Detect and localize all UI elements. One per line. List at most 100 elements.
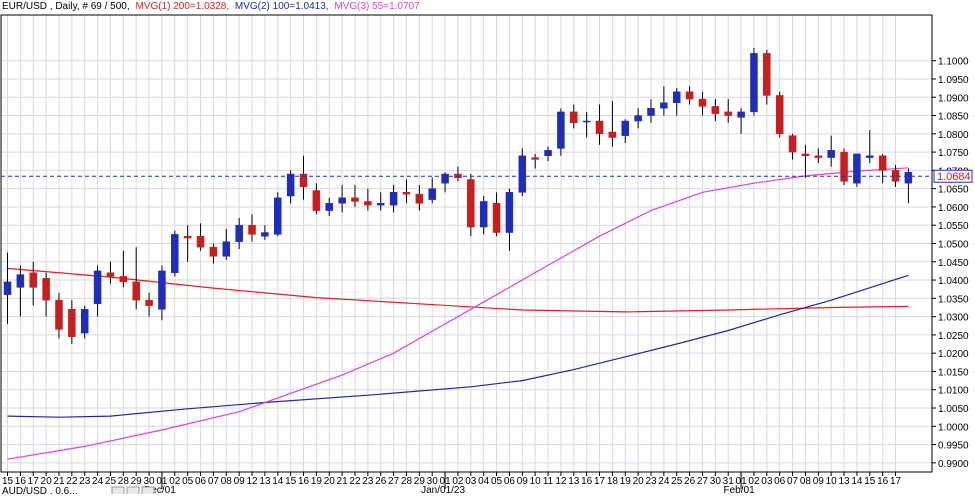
- candle: [685, 86, 694, 105]
- candle: [724, 99, 732, 123]
- candle-body: [775, 95, 784, 135]
- y-tick-label: 1.0600: [938, 203, 969, 214]
- candle-body: [634, 115, 642, 122]
- candle: [145, 292, 153, 317]
- candle: [415, 185, 424, 211]
- candle-body: [505, 192, 514, 233]
- x-tick-label: 15: [864, 476, 876, 487]
- x-tick-label: 06: [195, 476, 207, 487]
- candle-body: [685, 91, 694, 100]
- candle: [570, 104, 578, 129]
- x-tick-label: 13: [568, 476, 580, 487]
- candle: [775, 91, 784, 138]
- candle: [338, 185, 346, 213]
- candle-body: [467, 179, 475, 228]
- candle-body: [801, 153, 810, 157]
- candle: [106, 261, 115, 284]
- candle: [3, 252, 12, 324]
- current-price-label: 1.0684: [937, 171, 971, 183]
- candle: [158, 265, 166, 321]
- candle-body: [42, 277, 50, 301]
- x-axis: 15 16 17 20 21 22 23 24 25 28 29 30 01 02 05 06 07 08 09 12…: [2, 472, 902, 496]
- candle-body: [750, 53, 758, 113]
- candle: [351, 185, 359, 207]
- svg-text:EUR/USD , Daily, # 69 / 500,: EUR/USD , Daily, # 69 / 500, MVG(1) 200=…: [2, 1, 420, 12]
- x-tick-label: 09: [234, 476, 246, 487]
- x-tick-label: 02: [748, 476, 760, 487]
- y-tick-label: 1.0800: [938, 130, 969, 141]
- candle-body: [840, 151, 848, 182]
- y-tick-label: 1.0150: [938, 367, 969, 378]
- candle: [505, 188, 514, 251]
- panel-button-2[interactable]: [126, 486, 140, 498]
- x-tick-label: 04: [478, 476, 490, 487]
- month-label: Jan/01/23: [421, 485, 465, 494]
- x-tick-label: 05: [182, 476, 194, 487]
- candle: [132, 247, 140, 310]
- panel-button-3[interactable]: [141, 486, 155, 498]
- y-tick-label: 1.0050: [938, 404, 969, 415]
- x-tick-label: 29: [414, 476, 426, 487]
- x-tick-label: 22: [349, 476, 361, 487]
- candle: [209, 243, 218, 264]
- x-tick-label: 31: [723, 476, 735, 487]
- candle-body: [531, 157, 539, 160]
- candle-body: [274, 197, 282, 235]
- month-label: Feb/01: [724, 485, 756, 494]
- candle-body: [261, 232, 269, 237]
- candle-body: [441, 173, 449, 184]
- candle-body: [16, 274, 25, 288]
- x-tick-label: 15: [2, 476, 14, 487]
- x-tick-label: 05: [491, 476, 503, 487]
- candle-body: [119, 276, 128, 283]
- candle: [222, 228, 231, 260]
- x-tick-label: 10: [530, 476, 542, 487]
- x-tick-label: 16: [298, 476, 310, 487]
- candle: [788, 133, 797, 160]
- candle-body: [286, 173, 295, 197]
- candle-body: [171, 234, 179, 273]
- x-tick-label: 06: [774, 476, 786, 487]
- x-tick-label: 25: [671, 476, 683, 487]
- x-tick-label: 16: [581, 476, 593, 487]
- candle-body: [338, 197, 346, 204]
- candle-body: [763, 53, 771, 96]
- candle: [402, 179, 411, 204]
- x-tick-label: 03: [761, 476, 773, 487]
- candle-body: [55, 299, 63, 330]
- x-tick-label: 07: [787, 476, 799, 487]
- x-tick-label: 11: [543, 476, 554, 487]
- candle-body: [711, 106, 720, 114]
- x-tick-label: 21: [337, 476, 349, 487]
- x-tick-label: 13: [838, 476, 850, 487]
- candle-body: [698, 98, 707, 107]
- candle-body: [80, 309, 89, 334]
- y-tick-label: 1.0850: [938, 112, 969, 123]
- x-tick-label: 02: [169, 476, 181, 487]
- candles: [3, 47, 913, 345]
- x-tick-label: 12: [246, 476, 258, 487]
- y-tick-label: 1.0250: [938, 331, 969, 342]
- candle: [119, 250, 128, 288]
- x-tick-label: 28: [118, 476, 130, 487]
- candle-body: [3, 281, 12, 295]
- candle: [325, 197, 333, 217]
- candle-body: [364, 201, 372, 206]
- candle: [428, 177, 436, 204]
- panel-button-1[interactable]: [111, 486, 125, 498]
- candle-body: [608, 131, 617, 138]
- candle: [557, 108, 565, 156]
- candle-body: [325, 203, 333, 211]
- series-line: [7, 167, 909, 460]
- candle: [814, 148, 823, 164]
- x-tick-label: 22: [66, 476, 78, 487]
- candle: [364, 188, 372, 211]
- candle: [68, 300, 76, 345]
- candle: [80, 305, 89, 339]
- candle: [235, 217, 243, 249]
- candle: [801, 144, 810, 178]
- candle-body: [737, 111, 745, 118]
- x-tick-label: 09: [517, 476, 529, 487]
